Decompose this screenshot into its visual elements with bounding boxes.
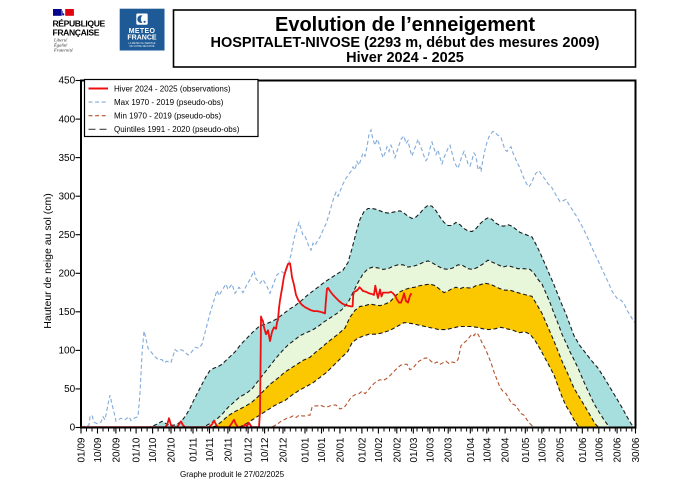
svg-text:Égalité: Égalité	[53, 43, 68, 48]
svg-text:Quintiles 1991 - 2020 (pseudo-: Quintiles 1991 - 2020 (pseudo-obs)	[114, 125, 240, 134]
svg-text:Evolution de l’enneigement: Evolution de l’enneigement	[275, 14, 535, 36]
svg-text:01/01: 01/01	[301, 437, 312, 462]
svg-text:10/11: 10/11	[205, 437, 216, 462]
svg-text:350: 350	[59, 153, 76, 164]
svg-text:100: 100	[59, 346, 76, 357]
svg-text:10/06: 10/06	[594, 437, 605, 462]
svg-text:20/04: 20/04	[501, 437, 512, 462]
svg-text:HOSPITALET-NIVOSE (2293 m, déb: HOSPITALET-NIVOSE (2293 m, début des mes…	[211, 35, 600, 51]
svg-text:01/09: 01/09	[77, 437, 88, 462]
svg-text:200: 200	[59, 269, 76, 280]
svg-text:01/02: 01/02	[357, 437, 368, 462]
svg-text:20/09: 20/09	[111, 437, 122, 462]
svg-text:20/12: 20/12	[279, 437, 290, 462]
svg-text:20/10: 20/10	[167, 437, 178, 462]
svg-text:10/05: 10/05	[537, 437, 548, 462]
svg-text:30/06: 30/06	[631, 437, 642, 462]
svg-text:Hiver 2024 - 2025 (observation: Hiver 2024 - 2025 (observations)	[114, 84, 231, 93]
svg-text:250: 250	[59, 230, 76, 241]
svg-text:10/12: 10/12	[260, 437, 271, 462]
svg-text:01/11: 01/11	[189, 437, 200, 462]
svg-text:20/06: 20/06	[613, 437, 624, 462]
svg-text:10/04: 10/04	[482, 437, 493, 462]
svg-text:RÉPUBLIQUE: RÉPUBLIQUE	[53, 19, 106, 29]
svg-text:20/03: 20/03	[444, 437, 455, 462]
svg-text:20/01: 20/01	[335, 437, 346, 462]
svg-text:FRANÇAISE: FRANÇAISE	[53, 28, 100, 38]
svg-text:Graphe produit le 27/02/2025: Graphe produit le 27/02/2025	[180, 470, 285, 479]
svg-text:METEO: METEO	[129, 28, 156, 35]
svg-text:400: 400	[59, 114, 76, 125]
svg-text:50: 50	[64, 384, 76, 395]
svg-text:10/02: 10/02	[374, 437, 385, 462]
svg-text:01/12: 01/12	[244, 437, 255, 462]
svg-text:10/01: 10/01	[317, 437, 328, 462]
svg-text:20/05: 20/05	[556, 437, 567, 462]
svg-text:0: 0	[70, 423, 76, 434]
svg-text:Hauteur de neige au sol (cm): Hauteur de neige au sol (cm)	[42, 193, 54, 328]
svg-text:20/02: 20/02	[392, 437, 403, 462]
svg-text:450: 450	[59, 76, 76, 87]
svg-text:01/05: 01/05	[521, 437, 532, 462]
svg-text:01/06: 01/06	[578, 437, 589, 462]
svg-text:Liberté: Liberté	[53, 38, 68, 43]
svg-text:Min 1970 - 2019 (pseudo-obs): Min 1970 - 2019 (pseudo-obs)	[114, 112, 222, 121]
svg-text:10/10: 10/10	[148, 437, 159, 462]
svg-text:Max 1970 - 2019 (pseudo-obs): Max 1970 - 2019 (pseudo-obs)	[114, 98, 224, 107]
svg-text:150: 150	[59, 307, 76, 318]
svg-text:FRANCE: FRANCE	[127, 34, 156, 41]
svg-text:10/09: 10/09	[93, 437, 104, 462]
svg-text:20/11: 20/11	[223, 437, 234, 462]
svg-text:01/10: 01/10	[132, 437, 143, 462]
svg-text:LA MÉTÉO AU SERVICE: LA MÉTÉO AU SERVICE	[129, 42, 156, 45]
svg-text:DE VOTRE SÉCURITÉ: DE VOTRE SÉCURITÉ	[130, 45, 155, 48]
svg-text:01/03: 01/03	[409, 437, 420, 462]
svg-text:01/04: 01/04	[466, 437, 477, 462]
svg-text:Hiver 2024 - 2025: Hiver 2024 - 2025	[346, 50, 464, 66]
svg-text:300: 300	[59, 191, 76, 202]
svg-text:Fraternité: Fraternité	[53, 48, 74, 53]
svg-text:10/03: 10/03	[425, 437, 436, 462]
